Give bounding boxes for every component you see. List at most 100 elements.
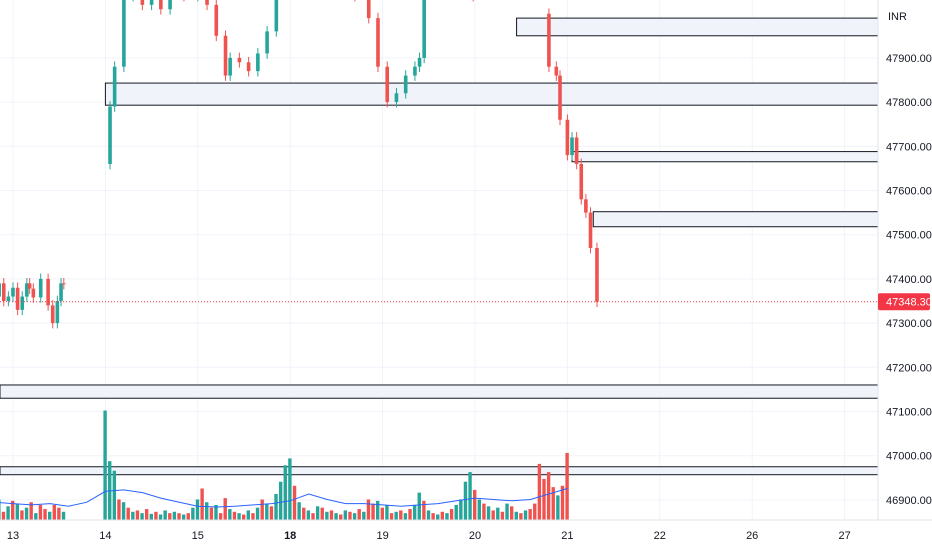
- candle-body: [565, 119, 570, 156]
- price-tick-label: 47000.00: [886, 451, 932, 463]
- time-tick-label: 20: [469, 530, 481, 542]
- price-tick-label: 47200.00: [886, 362, 932, 374]
- candle-body: [0, 283, 1, 297]
- price-zone[interactable]: [0, 384, 879, 399]
- volume-bar: [320, 507, 324, 520]
- volume-bar: [436, 514, 440, 520]
- volume-bar: [168, 513, 172, 520]
- volume-bar: [38, 504, 43, 520]
- candle-body: [274, 0, 279, 32]
- candle-body: [595, 247, 599, 302]
- price-tick-label: 47900.00: [886, 53, 932, 65]
- volume-bar: [255, 507, 260, 520]
- volume-bar: [228, 509, 232, 520]
- candle-body: [584, 199, 588, 213]
- current-price-badge: 47348.30: [878, 293, 932, 311]
- volume-bar: [509, 506, 514, 520]
- volume-bar: [445, 513, 449, 520]
- volume-bar: [288, 458, 292, 520]
- volume-bar: [403, 513, 408, 520]
- price-zone[interactable]: [0, 466, 879, 476]
- candle-body: [558, 75, 562, 120]
- volume-bar: [343, 510, 348, 520]
- volume-bar: [542, 478, 546, 520]
- volume-bar: [251, 513, 255, 520]
- time-tick-label: 21: [561, 530, 573, 542]
- time-tick-label: 15: [192, 530, 204, 542]
- volume-bar: [306, 510, 311, 520]
- candle-body: [108, 106, 112, 164]
- candle-body: [25, 283, 29, 297]
- volume-bars: [0, 410, 569, 520]
- volume-bar: [519, 513, 523, 520]
- support-resistance-zones[interactable]: [0, 17, 879, 476]
- volume-bar: [339, 514, 343, 520]
- volume-bar: [302, 507, 306, 520]
- candle-body: [214, 4, 219, 36]
- candle-body: [62, 283, 66, 285]
- volume-bar: [57, 507, 61, 520]
- candle-body: [223, 35, 228, 76]
- volume-bar: [103, 410, 107, 520]
- volume-bar: [556, 495, 560, 520]
- volume-bar: [47, 511, 52, 520]
- volume-bar: [477, 499, 482, 520]
- volume-bar: [514, 511, 518, 520]
- candle-body: [59, 283, 63, 301]
- candle-body: [237, 57, 242, 63]
- price-tick-label: 46900.00: [886, 495, 932, 507]
- volume-bar: [24, 507, 29, 520]
- time-scale[interactable]: 13 14 15 18 19 20 21 22 26 27: [7, 530, 851, 542]
- price-tick-label: 47600.00: [886, 185, 932, 197]
- price-tick-label: 47800.00: [886, 97, 932, 109]
- price-zone[interactable]: [592, 211, 879, 228]
- volume-bar: [375, 500, 380, 520]
- volume-bar: [209, 507, 214, 520]
- price-zone[interactable]: [516, 17, 879, 37]
- price-candles[interactable]: [0, 0, 599, 404]
- candle-body: [246, 62, 251, 72]
- candle-body: [31, 288, 36, 298]
- volume-bar: [500, 511, 505, 520]
- candle-body: [55, 300, 60, 324]
- volume-bar: [200, 488, 204, 520]
- volume-bar: [417, 492, 421, 520]
- volume-bar: [246, 510, 251, 520]
- volume-bar: [6, 506, 10, 520]
- volume-bar: [380, 507, 384, 520]
- price-scale[interactable]: 46900.00 47000.00 47100.00 47200.00 47300.00…: [886, 53, 932, 507]
- candle-body: [385, 66, 390, 103]
- volume-bar: [394, 511, 398, 520]
- candle-body: [547, 13, 551, 67]
- volume-bar: [61, 511, 66, 520]
- volume-bar: [352, 513, 357, 520]
- volume-bar: [422, 500, 426, 520]
- volume-bar: [329, 510, 334, 520]
- volume-bar: [52, 504, 56, 520]
- price-zone[interactable]: [104, 82, 879, 106]
- volume-bar: [163, 510, 167, 520]
- volume-bar: [181, 514, 186, 520]
- price-tick-label: 47300.00: [886, 318, 932, 330]
- volume-bar: [468, 472, 472, 520]
- volume-bar: [533, 503, 537, 520]
- volume-bar: [232, 511, 237, 520]
- volume-bar: [325, 511, 329, 520]
- candle-body: [588, 212, 593, 248]
- candle-body: [149, 0, 154, 5]
- volume-bar: [523, 510, 528, 520]
- volume-bar: [237, 513, 241, 520]
- current-price-label: 47348.30: [886, 297, 932, 309]
- volume-bar: [11, 500, 15, 520]
- candle-body: [205, 0, 209, 5]
- candle-body: [403, 75, 408, 94]
- currency-label[interactable]: INR: [888, 11, 907, 23]
- price-zone[interactable]: [571, 151, 879, 163]
- candle-body: [579, 163, 584, 200]
- time-tick-label: 18: [284, 530, 296, 542]
- volume-bar: [560, 485, 565, 520]
- volume-bar: [297, 502, 301, 520]
- volume-bar: [0, 499, 1, 520]
- volume-bar: [486, 506, 491, 520]
